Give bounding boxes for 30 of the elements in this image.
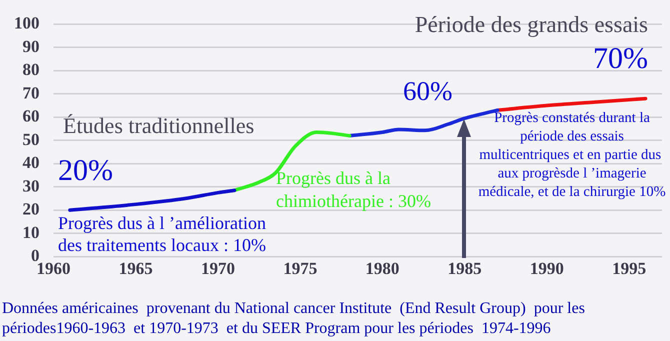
annotation: 70% [593,42,648,75]
y-tick-label: 70 [22,83,40,102]
x-tick-label: 1990 [530,259,564,278]
annotation: 60% [403,76,452,106]
annotation: Progrès constatés durant la période des essais multicentriques et en partie dus aux progrèsde l ’imagerie médicale, et de la chirurgie 10% [478,110,666,200]
y-tick-label: 60 [22,106,40,126]
text: Données américaines provenant du National cancer Institute (End Result Group) pour les périodes1960-1963 et 1970-1973 et du SEER Program pour les périodes 1974-1996 [2,300,585,337]
y-tick-label: 30 [22,176,40,196]
x-tick-label: 1975 [283,259,318,278]
x-tick-label: 1965 [118,259,153,278]
annotation: Progrès dus à la chimiothérapie : 30% [276,168,431,211]
x-tick-label: 1985 [448,259,482,278]
y-tick-label: 10 [22,222,40,242]
annotation: Progrès dus à l ’amélioration des traitements locaux : 10% [58,213,266,255]
line-series [68,188,236,212]
y-tick-label: 0 [31,246,40,265]
annotation: Études traditionnelles [63,113,254,138]
annotation: Période des grands essais [414,12,648,37]
x-tick-label: 1960 [36,259,70,278]
x-tick-label: 1980 [365,259,400,278]
y-tick-label: 80 [22,60,40,80]
y-tick-label: 100 [14,14,40,33]
x-tick-label: 1995 [612,259,646,278]
x-tick-label: 1970 [200,259,235,278]
annotation: 20% [58,154,113,187]
y-tick-label: 20 [22,200,40,219]
y-tick-label: 50 [22,130,40,149]
y-tick-label: 40 [22,153,40,172]
line-series [496,96,648,112]
y-tick-label: 90 [22,36,40,56]
